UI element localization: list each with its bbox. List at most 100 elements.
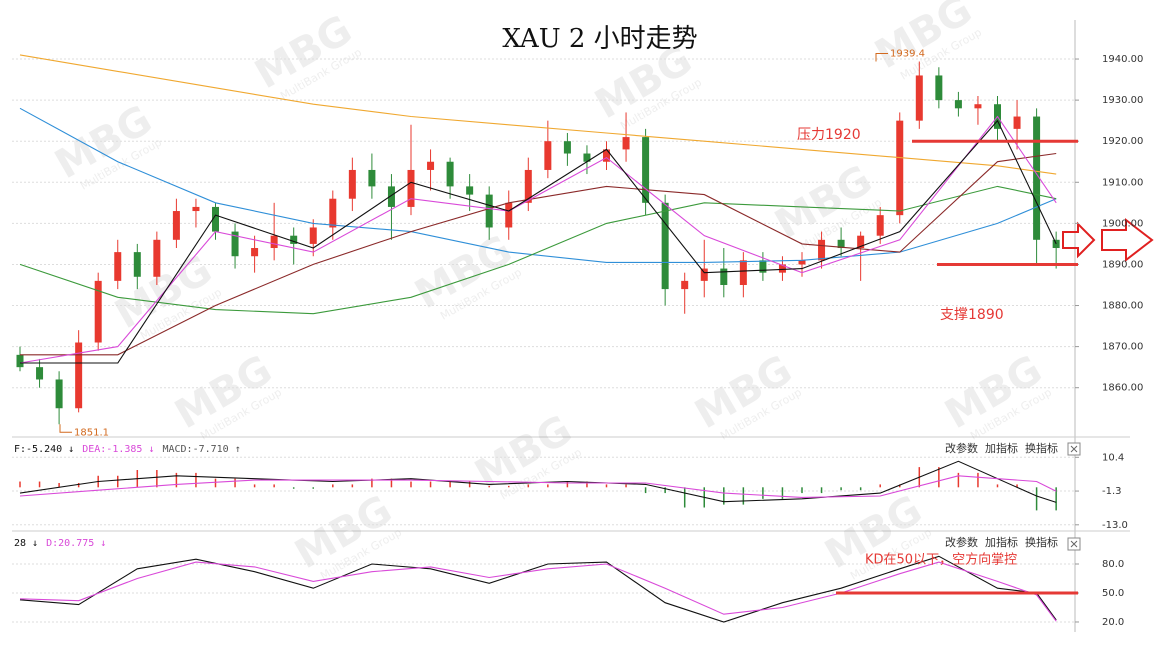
indicator-line [19, 561, 1057, 622]
indicator-legend: MACD:-7.710 ↑ [162, 444, 240, 455]
candle-body [368, 169, 376, 187]
candle-body [642, 137, 650, 203]
candle-body [603, 149, 610, 162]
indicator-line [19, 460, 1057, 503]
candle-body [524, 169, 532, 203]
candle-body [387, 186, 395, 207]
candle-body [915, 75, 923, 121]
candle-body [290, 235, 298, 244]
toolbar-button[interactable]: 改参数 [945, 535, 978, 549]
candle-body [954, 100, 962, 109]
candle-body [563, 141, 571, 154]
y-tick-label: 1880.00 [1102, 301, 1143, 312]
candle-body [857, 235, 865, 249]
candle-body [446, 161, 454, 187]
candle-body [700, 268, 708, 281]
toolbar-button[interactable]: 换指标 [1025, 535, 1058, 549]
extreme-pointer [59, 424, 72, 433]
toolbar-button[interactable]: 换指标 [1025, 441, 1058, 455]
toolbar-button[interactable]: 加指标 [985, 441, 1018, 455]
candle-body [427, 161, 435, 170]
candle-body [759, 260, 767, 273]
extreme-label: 1939.4 [890, 48, 925, 59]
candle-body [681, 280, 689, 290]
y-tick-label: -13.0 [1102, 520, 1128, 531]
candle-body [661, 202, 669, 290]
candle-body [231, 231, 239, 257]
indicator-legend: 28 ↓ [14, 538, 38, 549]
indicator-legend: D:20.775 ↓ [46, 538, 106, 549]
indicator-line [19, 555, 1057, 623]
candle-body [505, 202, 513, 228]
y-tick-label: 1930.00 [1102, 95, 1143, 106]
candle-body [270, 235, 278, 249]
arrow [1062, 221, 1096, 259]
close-button[interactable] [1067, 537, 1081, 551]
chart-title: XAU 2 小时走势 [502, 24, 697, 54]
candle-body [153, 239, 161, 277]
y-tick-label: 80.0 [1102, 559, 1124, 570]
candle-body [348, 169, 356, 199]
candle-body [935, 75, 943, 101]
candle-body [876, 215, 884, 236]
indicator-legend: F:-5.240 ↓ [14, 444, 74, 455]
candle-body [720, 268, 728, 285]
annotation: 支撑1890 [940, 307, 1004, 323]
y-tick-label: 1900.00 [1102, 218, 1143, 229]
candle-body [309, 227, 317, 244]
candle-body [466, 186, 474, 195]
candle-body [739, 260, 747, 285]
close-x [1070, 540, 1078, 548]
candle-body [114, 252, 122, 281]
y-tick-label: 50.0 [1102, 588, 1124, 599]
candle-body [896, 120, 904, 216]
toolbar-button[interactable]: 加指标 [985, 535, 1018, 549]
indicator-line [19, 107, 1057, 263]
indicator-line [20, 119, 1057, 364]
indicator-line [19, 185, 1057, 315]
candle-body [94, 280, 102, 343]
candle-body [1013, 116, 1021, 129]
indicator-legend: DEA:-1.385 ↓ [82, 444, 154, 455]
candle-body [251, 248, 259, 257]
annotation: 压力1920 [797, 127, 861, 143]
y-tick-label: 1940.00 [1102, 54, 1143, 65]
y-tick-label: 1920.00 [1102, 136, 1143, 147]
candle-body [485, 194, 493, 228]
extreme-pointer [875, 52, 888, 62]
y-tick-label: 1890.00 [1102, 259, 1143, 270]
candle-body [55, 379, 63, 409]
y-tick-label: -1.3 [1102, 486, 1122, 497]
y-tick-label: 1860.00 [1102, 383, 1143, 394]
candle-body [407, 169, 415, 207]
indicator-line [19, 115, 1057, 364]
close-x [1070, 445, 1078, 453]
arrow [1101, 217, 1154, 263]
candle-body [329, 198, 337, 228]
extreme-label: 1851.1 [74, 427, 109, 438]
close-button[interactable] [1067, 442, 1081, 456]
y-tick-label: 10.4 [1102, 452, 1124, 463]
candle-body [172, 211, 180, 240]
y-tick-label: 20.0 [1102, 617, 1124, 628]
candle-body [1033, 116, 1041, 240]
candle-body [16, 354, 24, 368]
candle-body [778, 264, 786, 273]
candle-body [837, 239, 845, 249]
candle-body [192, 206, 200, 212]
toolbar-button[interactable]: 改参数 [945, 441, 978, 455]
indicator-line [20, 152, 1057, 356]
candle-body [544, 141, 552, 170]
candle-body [798, 260, 806, 265]
candle-body [974, 104, 982, 109]
indicator-line [19, 475, 1057, 498]
candle-body [622, 137, 630, 150]
indicator-line [19, 54, 1057, 175]
annotation: KD在50以下，空方向掌控 [865, 552, 1017, 568]
candle-body [212, 206, 219, 232]
candle-body [36, 367, 44, 380]
candle-body [75, 342, 83, 409]
candle-body [133, 252, 141, 277]
